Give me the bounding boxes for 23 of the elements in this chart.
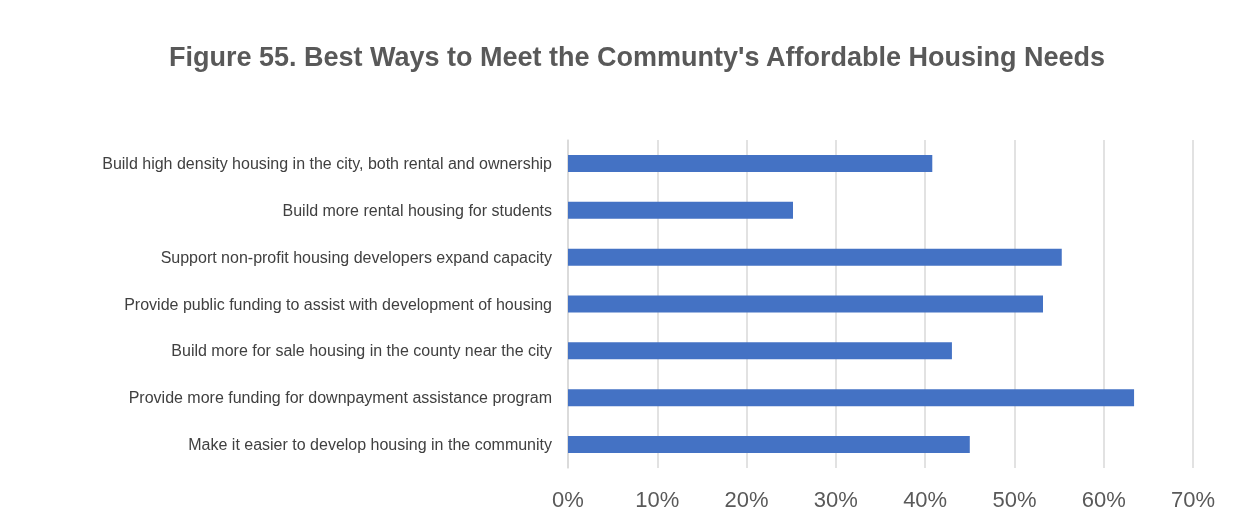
- y-tick-label: Provide more funding for downpayment assistance program: [128, 389, 552, 407]
- bar: [568, 342, 952, 360]
- x-tick-label: 20%: [724, 486, 769, 512]
- bar: [568, 436, 970, 454]
- bar: [568, 154, 933, 172]
- x-tick-label: 0%: [552, 486, 584, 512]
- x-tick-label: 50%: [992, 486, 1037, 512]
- x-tick-label: 70%: [1170, 486, 1216, 512]
- bar: [568, 201, 793, 219]
- y-tick-label: Build more for sale housing in the county near the city: [171, 342, 552, 360]
- bar: [568, 389, 1135, 407]
- x-tick-label: 10%: [635, 486, 680, 512]
- y-tick-label: Provide public funding to assist with development of housing: [124, 295, 552, 313]
- y-tick-label: Build high density housing in the city, both rental and ownership: [102, 154, 553, 172]
- x-tick-label: 40%: [903, 486, 948, 512]
- y-tick-label: Support non-profit housing developers expand capacity: [160, 248, 552, 266]
- x-tick-label: 60%: [1081, 486, 1126, 512]
- chart-title: Figure 55. Best Ways to Meet the Communty's Affordable Housing Needs: [168, 42, 1106, 72]
- y-tick-label: Build more rental housing for students: [282, 201, 552, 219]
- x-tick-label: 30%: [813, 486, 858, 512]
- bar: [568, 248, 1062, 266]
- y-tick-label: Make it easier to develop housing in the community: [188, 436, 552, 454]
- bar: [568, 295, 1043, 313]
